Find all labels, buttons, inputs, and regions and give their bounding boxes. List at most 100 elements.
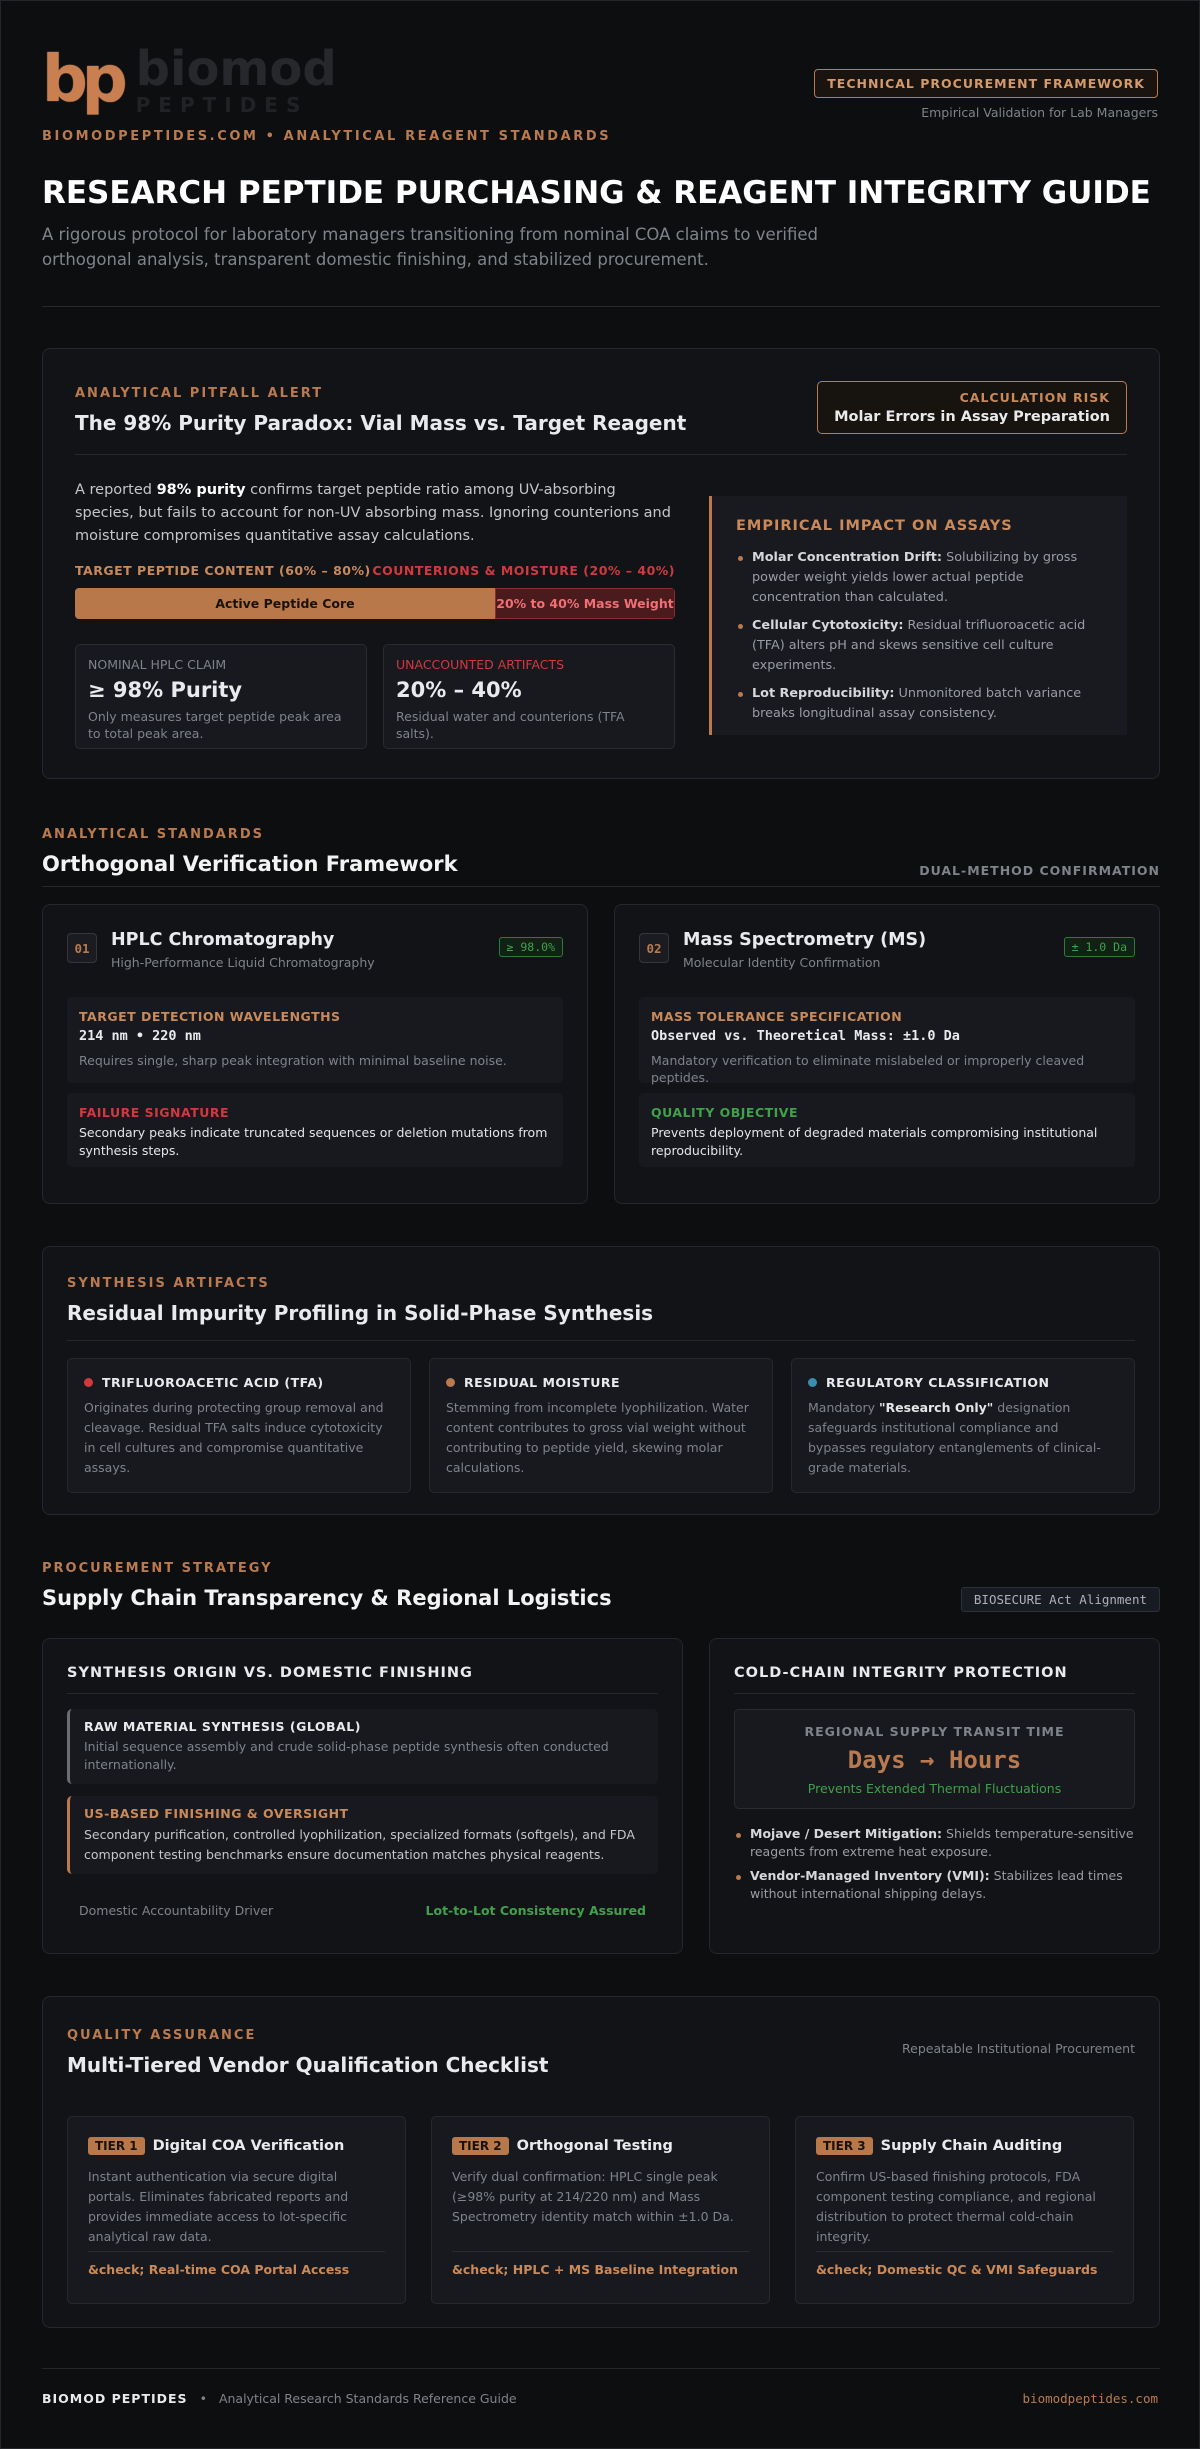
bar-core: Active Peptide Core [75,588,495,619]
tier-text: Verify dual confirmation: HPLC single pe… [452,2169,734,2224]
logo-text: biomod PEPTIDES [136,45,337,115]
outcome-label: QUALITY OBJECTIVE [651,1105,799,1120]
impurity-text: Mandatory "Research Only" designation sa… [808,1398,1118,1478]
intro: A reported 98% purity confirms target pe… [75,479,675,548]
method-name: HPLC Chromatography [111,930,335,950]
tier-check: &check; HPLC + MS Baseline Integration [452,2262,738,2277]
spec-note: Mandatory verification to eliminate misl… [651,1053,1085,1085]
eyebrow: QUALITY ASSURANCE [67,2028,257,2043]
impurity-title: RESIDUAL MOISTURE [464,1375,621,1390]
stat-value: ≥ 98% Purity [88,678,243,702]
stat-box: UNACCOUNTED ARTIFACTS 20% – 40% Residual… [383,644,675,749]
stat-label: NOMINAL HPLC CLAIM [88,657,227,672]
spec-note: Requires single, sharp peak integration … [79,1053,507,1068]
card-heading: The 98% Purity Paradox: Vial Mass vs. Ta… [75,411,687,435]
impurity-text: Originates during protecting group remov… [84,1398,394,1478]
step-text: Initial sequence assembly and crude soli… [84,1739,609,1772]
eyebrow: ANALYTICAL PITFALL ALERT [75,386,324,401]
section-heading: Supply Chain Transparency & Regional Log… [42,1586,612,1610]
spec-value: 214 nm • 220 nm [79,1028,201,1044]
tier-head: TIER 2 Orthogonal Testing [452,2137,749,2155]
footer-sep: • [199,2391,207,2406]
logo-sub: PEPTIDES [135,93,309,117]
logo: bp biomod PEPTIDES [42,40,337,120]
impact-item: Molar Concentration Drift: Solubilizing … [736,548,1103,608]
divider [67,1340,1135,1341]
spec-value: Observed vs. Theoretical Mass: ±1.0 Da [651,1028,960,1044]
impurity-emphasis: "Research Only" [879,1400,994,1415]
impurity-title: TRIFLUOROACETIC ACID (TFA) [102,1375,324,1390]
card-title: SYNTHESIS ORIGIN VS. DOMESTIC FINISHING [67,1665,473,1681]
divider [67,1693,658,1694]
footer-url: biomodpeptides.com [1022,2391,1158,2406]
driver: Domestic Accountability Driver [79,1903,274,1918]
impact-title: EMPIRICAL IMPACT ON ASSAYS [736,518,1013,534]
divider [75,454,1127,455]
dot [446,1378,455,1387]
card-title: COLD-CHAIN INTEGRITY PROTECTION [734,1665,1068,1681]
tier-rule [88,2251,385,2252]
impurity-item: TRIFLUOROACETIC ACID (TFA) Originates dur… [67,1358,411,1493]
outcome-text: Secondary peaks indicate truncated seque… [79,1125,548,1158]
impurity-title-row: REGULATORY CLASSIFICATION [808,1375,1118,1390]
dot [808,1378,817,1387]
driver-result: Lot-to-Lot Consistency Assured [425,1903,646,1918]
method-num: 01 [67,933,97,963]
page-subtitle: A rigorous protocol for laboratory manag… [42,225,819,269]
bar-left-label: TARGET PEPTIDE CONTENT (60% – 80%) [75,563,371,578]
impurity-text-part: Originates during protecting group remov… [84,1400,384,1475]
header-badge-group: TECHNICAL PROCUREMENT FRAMEWORK Empirica… [814,69,1158,120]
step-text: Secondary purification, controlled lyoph… [84,1827,635,1862]
composition-bar: Active Peptide Core 20% to 40% Mass Weig… [75,588,675,619]
risk-box: CALCULATION RISK Molar Errors in Assay P… [817,381,1127,434]
tier-check: &check; Real-time COA Portal Access [88,2262,350,2277]
divider [42,2368,1160,2369]
page-title: RESEARCH PEPTIDE PURCHASING & REAGENT IN… [42,175,1151,211]
step-title: RAW MATERIAL SYNTHESIS (GLOBAL) [84,1719,361,1734]
cold-chain-card: COLD-CHAIN INTEGRITY PROTECTION REGIONAL… [709,1638,1160,1954]
method-card: 01 HPLC Chromatography High-Performance Li… [42,904,588,1204]
dot [84,1378,93,1387]
transit-note: Prevents Extended Thermal Fluctuations [807,1781,1062,1796]
outcome-text: Prevents deployment of degraded material… [651,1125,1098,1158]
section-tag: BIOSECURE Act Alignment [960,1587,1160,1612]
cold-item: Mojave / Desert Mitigation: Shields temp… [734,1825,1135,1861]
origin-step: RAW MATERIAL SYNTHESIS (GLOBAL) Initial … [67,1709,658,1784]
risk-label: CALCULATION RISK [959,390,1110,405]
method-name: Mass Spectrometry (MS) [683,930,927,950]
footer-note: Analytical Research Standards Reference … [218,2391,517,2406]
outcome-box: QUALITY OBJECTIVE Prevents deployment of … [639,1093,1135,1167]
method-sub: High-Performance Liquid Chromatography [111,955,375,970]
intro-text: A reported [75,482,157,498]
logo-mark: bp [42,43,128,117]
card-tag: Repeatable Institutional Procurement [902,2041,1135,2056]
tier-title: Supply Chain Auditing [880,2138,1063,2154]
footer-brand: BIOMOD PEPTIDES [42,2391,188,2406]
spec-box: MASS TOLERANCE SPECIFICATION Observed vs.… [639,997,1135,1085]
bar-rest: 20% to 40% Mass Weight [495,588,675,619]
stat-note: Only measures target peptide peak area t… [88,709,342,741]
intro-text: confirms target peptide ratio among UV-a… [75,482,671,544]
footer-left: BIOMOD PEPTIDES • Analytical Research St… [42,2391,517,2406]
method-sub: Molecular Identity Confirmation [683,955,881,970]
impact-term: Molar Concentration Drift: [752,550,943,565]
impact-item: Cellular Cytotoxicity: Residual trifluor… [736,616,1103,676]
tier-text: Instant authentication via secure digita… [88,2169,349,2244]
tagline: BIOMODPEPTIDES.COM • ANALYTICAL REAGENT … [42,129,612,144]
eyebrow: SYNTHESIS ARTIFACTS [67,1276,270,1291]
header-badge: TECHNICAL PROCUREMENT FRAMEWORK [814,69,1158,98]
eyebrow: ANALYTICAL STANDARDS [42,827,264,842]
tier-text: Confirm US-based finishing protocols, FD… [816,2169,1096,2244]
card-heading: Multi-Tiered Vendor Qualification Checkl… [67,2053,549,2077]
method-card: 02 Mass Spectrometry (MS) Molecular Identi… [614,904,1160,1204]
stat-note: Residual water and counterions (TFA salt… [396,709,625,741]
impurity-text-part: Stemming from incomplete lyophilization.… [446,1400,749,1475]
impurity-title: REGULATORY CLASSIFICATION [826,1375,1050,1390]
impact-term: Lot Reproducibility: [752,686,895,701]
impact-panel: EMPIRICAL IMPACT ON ASSAYS Molar Concent… [709,496,1127,735]
spec-box: TARGET DETECTION WAVELENGTHS 214 nm • 220… [67,997,563,1083]
impurity-text-part: designation safeguards institutional com… [808,1400,1101,1475]
impact-term: Cellular Cytotoxicity: [752,618,904,633]
eyebrow: PROCUREMENT STRATEGY [42,1561,273,1576]
